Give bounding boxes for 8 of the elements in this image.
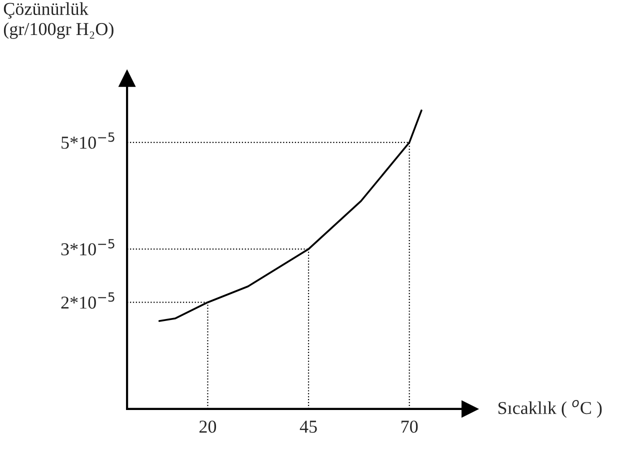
x-tick-label: 70 — [402, 420, 418, 433]
y-tick-label: 2*10$^{−5}$ — [61, 292, 114, 309]
y-tick-label: 3*10$^{−5}$ — [61, 239, 114, 256]
x-tick-label: 20 — [199, 420, 216, 433]
y-tick-label: 5*10$^{−5}$ — [62, 132, 114, 149]
x-axis-title: Sıcaklık ( $^{o}$C ) — [498, 400, 602, 418]
x-tick-label: 45 — [300, 420, 317, 433]
y-axis-title: Çözünürlük (gr/100gr H₂O) — [4, 2, 114, 39]
